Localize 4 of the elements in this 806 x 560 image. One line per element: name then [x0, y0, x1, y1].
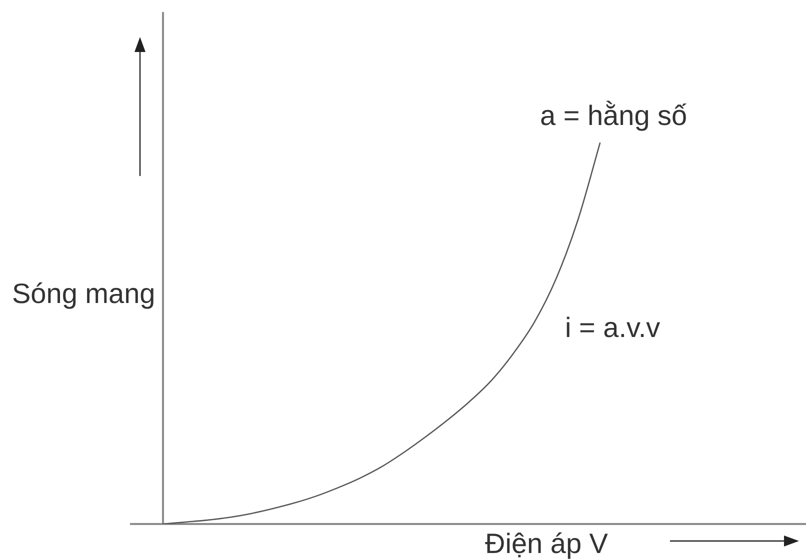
annotation: i = a.v.v — [565, 312, 660, 343]
y-axis-title: Sóng mang — [12, 278, 156, 309]
text: a = hằng số — [540, 100, 688, 131]
x-axis-title: Điện áp V — [485, 528, 608, 559]
